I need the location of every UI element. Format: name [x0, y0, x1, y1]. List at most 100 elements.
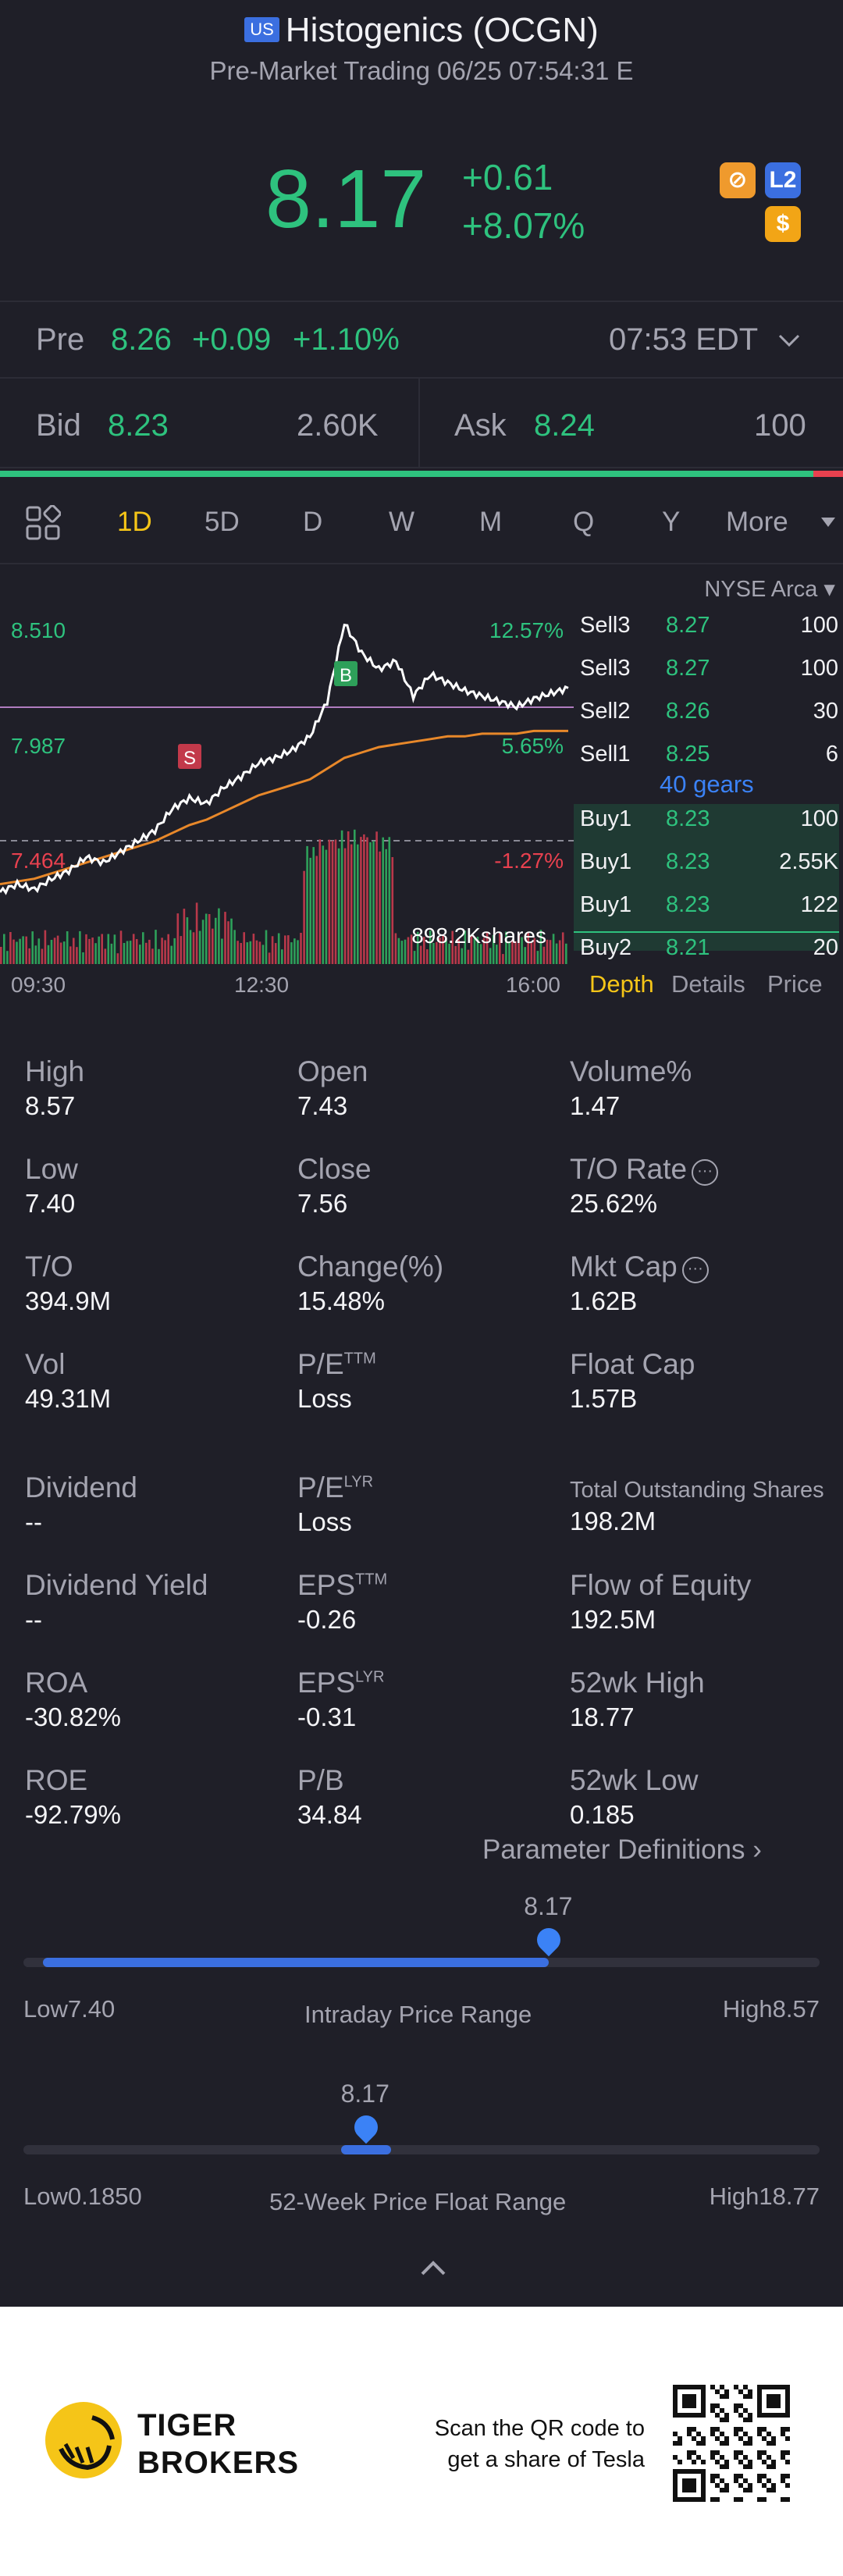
- stat-value: 18.77: [570, 1703, 635, 1731]
- qr-module: [743, 2464, 748, 2469]
- qr-module: [715, 2413, 720, 2418]
- stat-value: 192.5M: [570, 1605, 656, 1634]
- intraday-chart[interactable]: 8.510 7.987 7.464 12.57% 5.65% -1.27% B …: [0, 566, 574, 999]
- volume-bar: [12, 939, 15, 964]
- tab-d[interactable]: D: [303, 507, 323, 537]
- stat-open: Open 7.43: [297, 1055, 368, 1121]
- volume-bar: [331, 840, 334, 964]
- period-tabs: 1D 5D D W M Q Y More: [0, 477, 843, 564]
- volume-bar: [284, 935, 286, 964]
- qr-module: [748, 2413, 752, 2418]
- stat-dividend-yield: Dividend Yield --: [25, 1569, 208, 1635]
- qr-module: [757, 2432, 762, 2436]
- qr-module: [734, 2455, 738, 2460]
- tab-w[interactable]: W: [389, 507, 415, 537]
- parameter-definitions-link[interactable]: Parameter Definitions ›: [482, 1834, 762, 1866]
- volume-bar: [62, 941, 66, 964]
- qr-module: [757, 2450, 762, 2455]
- tab-y[interactable]: Y: [662, 507, 681, 537]
- no-symbol-icon[interactable]: ⊘: [720, 162, 756, 198]
- tab-5d[interactable]: 5D: [205, 507, 240, 537]
- volume-bar: [132, 934, 135, 964]
- qr-module: [771, 2488, 776, 2492]
- stat-label: Open: [297, 1055, 368, 1087]
- market-badge: US: [244, 17, 279, 42]
- exchange-selector[interactable]: NYSE Arca ▾: [704, 577, 835, 602]
- buy-marker[interactable]: [334, 661, 357, 686]
- volume-bar: [151, 948, 154, 964]
- qr-module: [757, 2497, 762, 2502]
- sell-marker[interactable]: [178, 744, 201, 769]
- volume-bar: [41, 948, 44, 964]
- stat-label: Mkt Cap: [570, 1251, 678, 1283]
- qr-code[interactable]: [673, 2385, 790, 2502]
- stat-value: -0.31: [297, 1703, 357, 1731]
- stat-label: Dividend Yield: [25, 1569, 208, 1601]
- dollar-icon[interactable]: $: [765, 206, 801, 242]
- volume-bar: [533, 938, 536, 964]
- chevron-down-icon[interactable]: [777, 332, 801, 349]
- volume-bar: [502, 954, 504, 964]
- gears-selector[interactable]: 40 gears: [660, 770, 754, 798]
- qr-module: [748, 2389, 752, 2394]
- tab-depth[interactable]: Depth: [589, 970, 654, 998]
- qr-module: [715, 2460, 720, 2464]
- stat-value: 1.57B: [570, 1384, 638, 1413]
- volume-bar: [167, 934, 169, 964]
- volume-bar: [189, 930, 192, 964]
- qr-module: [715, 2403, 720, 2408]
- qr-module: [720, 2488, 724, 2492]
- pct-low-label: -1.27%: [494, 849, 564, 873]
- qr-module: [692, 2436, 696, 2441]
- qr-module: [696, 2432, 701, 2436]
- volume-bar: [192, 932, 195, 964]
- stat-label: Dividend: [25, 1471, 137, 1503]
- volume-bar: [16, 941, 18, 964]
- stat-roa: ROA -30.82%: [25, 1667, 121, 1732]
- chevron-up-icon[interactable]: [419, 2258, 447, 2277]
- tab-more[interactable]: More: [726, 507, 788, 537]
- volume-bar: [309, 857, 311, 964]
- qr-module: [724, 2418, 729, 2422]
- premarket-row[interactable]: Pre 8.26 +0.09 +1.10% 07:53 EDT: [0, 301, 843, 379]
- volume-bar: [521, 937, 523, 964]
- stat-roe: ROE -92.79%: [25, 1764, 121, 1830]
- volume-bar: [123, 943, 126, 964]
- stat-pe-lyr: P/ELYR Loss: [297, 1471, 373, 1537]
- tab-q[interactable]: Q: [573, 507, 595, 537]
- volume-bar: [423, 937, 425, 964]
- qr-module: [767, 2455, 771, 2460]
- stat-label: Total Outstanding Shares: [570, 1478, 824, 1503]
- volume-bar: [363, 834, 365, 964]
- qr-module: [743, 2408, 748, 2413]
- qr-module: [738, 2450, 743, 2455]
- stat-52wk-high: 52wk High 18.77: [570, 1667, 705, 1732]
- buy-marker-label: B: [340, 665, 352, 686]
- volume-bars: [0, 829, 567, 964]
- more-info-icon[interactable]: ···: [681, 1257, 709, 1283]
- stat-label-sup: LYR: [343, 1473, 374, 1491]
- quote-header: US Histogenics (OCGN) Pre-Market Trading …: [0, 0, 843, 301]
- stat-value: 198.2M: [570, 1507, 656, 1535]
- stat-close: Close 7.56: [297, 1153, 372, 1219]
- tab-m[interactable]: M: [479, 507, 503, 537]
- grid-icon[interactable]: [25, 505, 61, 541]
- pre-change: +0.09: [192, 322, 272, 357]
- qr-module: [710, 2385, 715, 2389]
- volume-bar: [76, 947, 78, 964]
- volume-bar: [489, 948, 492, 964]
- caret-down-icon[interactable]: [820, 516, 837, 528]
- tab-price[interactable]: Price: [767, 970, 823, 998]
- level2-icon[interactable]: L2: [765, 162, 801, 198]
- qr-module: [785, 2450, 790, 2455]
- x-end-label: 16:00: [506, 973, 560, 997]
- tab-1d[interactable]: 1D: [117, 507, 152, 537]
- sell-row-price: 8.26: [666, 699, 710, 724]
- volume-bar: [281, 949, 283, 964]
- volume-bar: [126, 941, 129, 964]
- pct-mid-label: 5.65%: [502, 734, 564, 758]
- tab-details[interactable]: Details: [671, 970, 745, 998]
- qr-module: [781, 2478, 785, 2483]
- stat-value: 394.9M: [25, 1286, 112, 1315]
- more-info-icon[interactable]: ···: [692, 1159, 719, 1186]
